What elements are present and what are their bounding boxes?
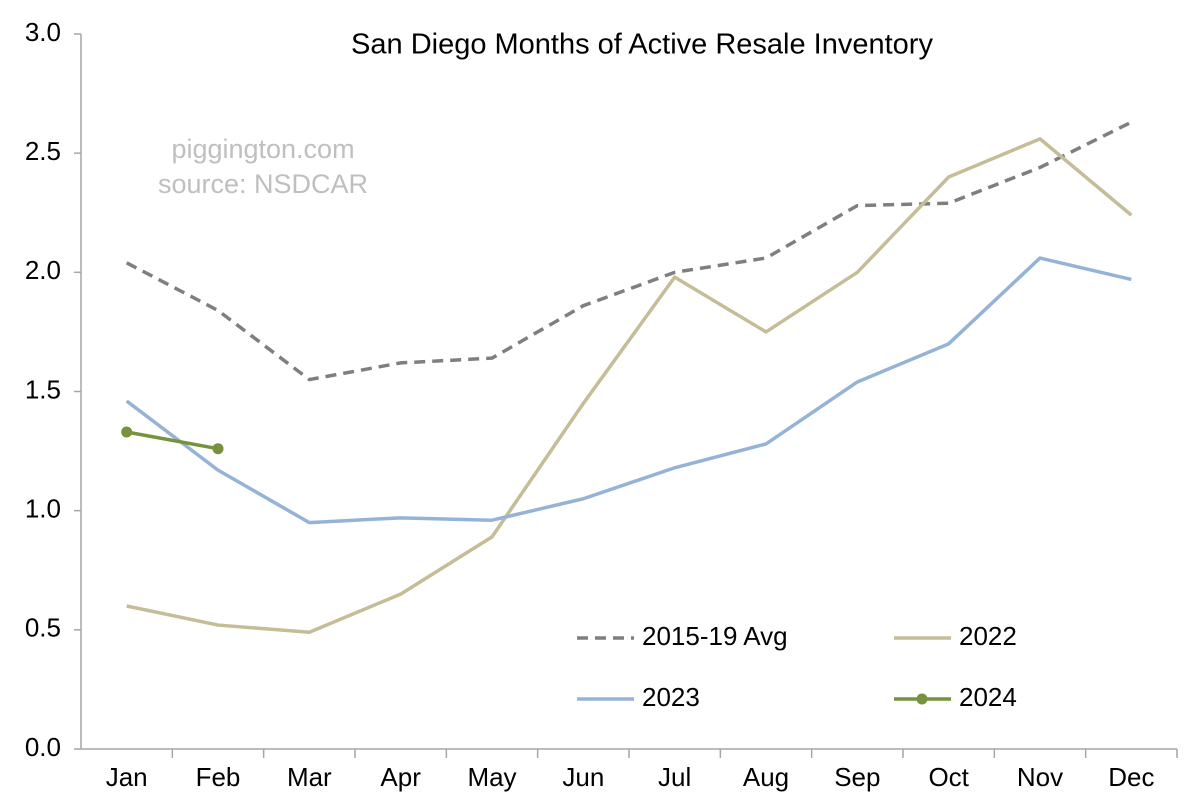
series-line xyxy=(125,256,1132,525)
y-tick-label: 0.0 xyxy=(25,732,61,762)
x-tick-label: Dec xyxy=(1108,762,1154,792)
x-tick-label: Mar xyxy=(287,762,332,792)
y-tick-label: 2.5 xyxy=(25,136,61,166)
legend-marker xyxy=(916,693,928,705)
point xyxy=(121,426,133,438)
x-tick-label: Aug xyxy=(743,762,789,792)
y-tick-label: 1.0 xyxy=(25,494,61,524)
x-tick-label: Feb xyxy=(196,762,241,792)
x-tick-label: Jul xyxy=(658,762,691,792)
legend-label: 2023 xyxy=(642,682,700,712)
y-tick-label: 2.0 xyxy=(25,255,61,285)
legend-label: 2024 xyxy=(959,682,1017,712)
source-note: source: NSDCAR xyxy=(158,169,368,199)
y-tick-label: 3.0 xyxy=(25,17,61,47)
series-line xyxy=(126,137,1133,634)
x-tick-label: Jan xyxy=(106,762,148,792)
series-line xyxy=(125,120,1133,382)
x-tick-label: Nov xyxy=(1017,762,1063,792)
chart-title: San Diego Months of Active Resale Invent… xyxy=(351,29,933,61)
x-tick-label: Apr xyxy=(380,762,421,792)
point xyxy=(212,443,224,455)
y-tick-label: 1.5 xyxy=(25,374,61,404)
series-line xyxy=(126,430,219,451)
x-tick-label: Sep xyxy=(834,762,880,792)
x-tick-label: Jun xyxy=(562,762,604,792)
y-tick-label: 0.5 xyxy=(25,613,61,643)
legend-label: 2015-19 Avg xyxy=(642,621,788,651)
legend-label: 2022 xyxy=(959,621,1017,651)
watermark: piggington.com xyxy=(171,134,354,164)
x-tick-label: May xyxy=(467,762,516,792)
x-tick-label: Oct xyxy=(928,762,969,792)
